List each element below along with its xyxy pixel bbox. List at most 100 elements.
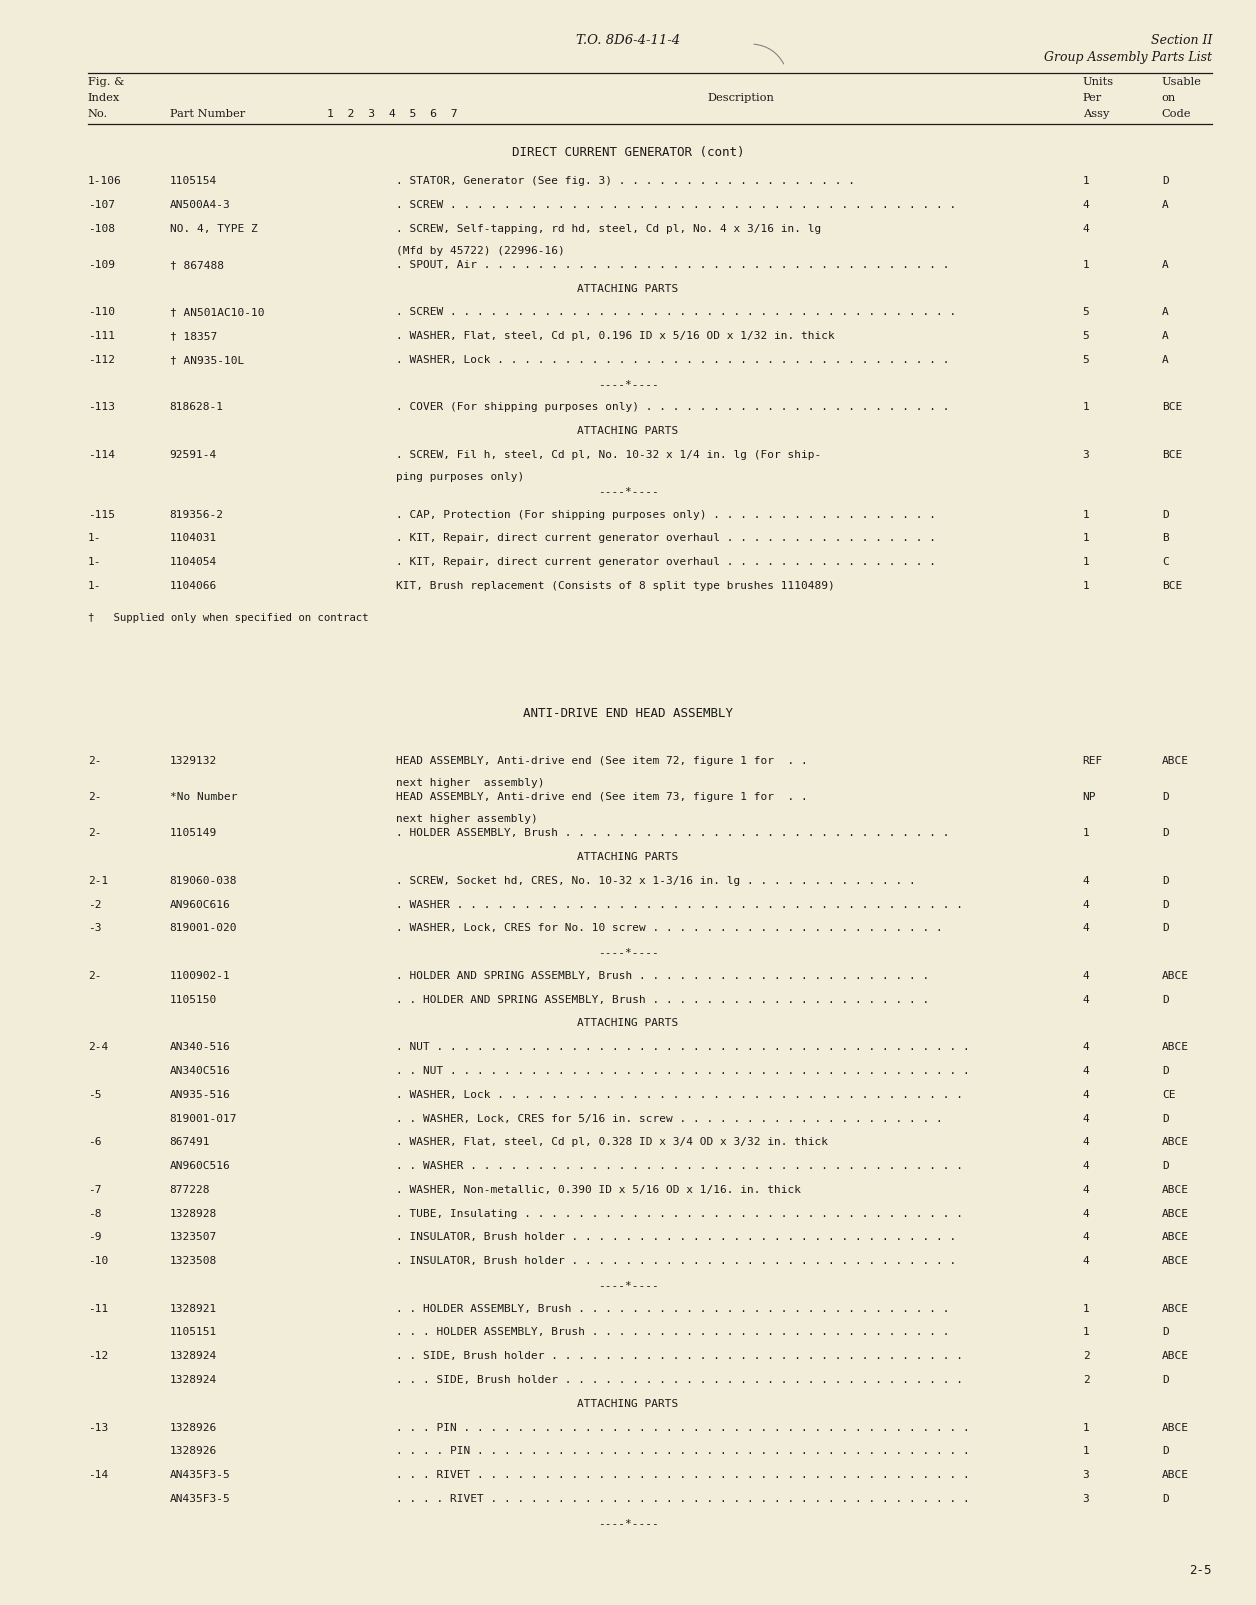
Text: HEAD ASSEMBLY, Anti-drive end (See item 73, figure 1 for  . .: HEAD ASSEMBLY, Anti-drive end (See item … bbox=[396, 791, 808, 802]
Text: Per: Per bbox=[1083, 93, 1102, 103]
Text: † 867488: † 867488 bbox=[170, 260, 224, 270]
Text: D: D bbox=[1162, 1374, 1168, 1384]
Text: -10: -10 bbox=[88, 1255, 108, 1265]
Text: 3: 3 bbox=[1083, 1469, 1089, 1480]
Text: -3: -3 bbox=[88, 923, 102, 933]
Text: . WASHER, Non-metallic, 0.390 ID x 5/16 OD x 1/16. in. thick: . WASHER, Non-metallic, 0.390 ID x 5/16 … bbox=[396, 1184, 800, 1194]
Text: Code: Code bbox=[1162, 109, 1191, 119]
Text: -14: -14 bbox=[88, 1469, 108, 1480]
Text: A: A bbox=[1162, 331, 1168, 340]
Text: -112: -112 bbox=[88, 355, 114, 364]
Text: 4: 4 bbox=[1083, 1112, 1089, 1123]
Text: 4: 4 bbox=[1083, 1042, 1089, 1051]
Text: AN435F3-5: AN435F3-5 bbox=[170, 1493, 230, 1502]
Text: Assy: Assy bbox=[1083, 109, 1109, 119]
Text: 4: 4 bbox=[1083, 1136, 1089, 1146]
Text: 1328924: 1328924 bbox=[170, 1374, 217, 1384]
Text: 4: 4 bbox=[1083, 201, 1089, 210]
Text: † AN501AC10-10: † AN501AC10-10 bbox=[170, 307, 264, 318]
Text: Description: Description bbox=[707, 93, 775, 103]
Text: . KIT, Repair, direct current generator overhaul . . . . . . . . . . . . . . . .: . KIT, Repair, direct current generator … bbox=[396, 557, 936, 567]
Text: 1104066: 1104066 bbox=[170, 581, 217, 591]
Text: -114: -114 bbox=[88, 449, 114, 459]
Text: -8: -8 bbox=[88, 1209, 102, 1218]
Text: . SCREW, Socket hd, CRES, No. 10-32 x 1-3/16 in. lg . . . . . . . . . . . . .: . SCREW, Socket hd, CRES, No. 10-32 x 1-… bbox=[396, 875, 916, 886]
Text: BCE: BCE bbox=[1162, 581, 1182, 591]
Text: -109: -109 bbox=[88, 260, 114, 270]
Text: 5: 5 bbox=[1083, 307, 1089, 318]
Text: 1: 1 bbox=[1083, 260, 1089, 270]
Text: 1-: 1- bbox=[88, 533, 102, 542]
Text: 1: 1 bbox=[1083, 1327, 1089, 1337]
Text: 4: 4 bbox=[1083, 899, 1089, 908]
Text: D: D bbox=[1162, 1112, 1168, 1123]
Text: 1105149: 1105149 bbox=[170, 828, 217, 838]
Text: . . . HOLDER ASSEMBLY, Brush . . . . . . . . . . . . . . . . . . . . . . . . . .: . . . HOLDER ASSEMBLY, Brush . . . . . .… bbox=[396, 1327, 950, 1337]
Text: D: D bbox=[1162, 177, 1168, 186]
Text: ANTI-DRIVE END HEAD ASSEMBLY: ANTI-DRIVE END HEAD ASSEMBLY bbox=[522, 706, 734, 719]
Text: 1: 1 bbox=[1083, 1422, 1089, 1432]
Text: . SCREW, Self-tapping, rd hd, steel, Cd pl, No. 4 x 3/16 in. lg: . SCREW, Self-tapping, rd hd, steel, Cd … bbox=[396, 223, 821, 234]
Text: ATTACHING PARTS: ATTACHING PARTS bbox=[578, 425, 678, 437]
Text: AN500A4-3: AN500A4-3 bbox=[170, 201, 230, 210]
Text: NO. 4, TYPE Z: NO. 4, TYPE Z bbox=[170, 223, 257, 234]
Text: ATTACHING PARTS: ATTACHING PARTS bbox=[578, 1018, 678, 1027]
Text: . SCREW, Fil h, steel, Cd pl, No. 10-32 x 1/4 in. lg (For ship-: . SCREW, Fil h, steel, Cd pl, No. 10-32 … bbox=[396, 449, 821, 459]
Text: . . SIDE, Brush holder . . . . . . . . . . . . . . . . . . . . . . . . . . . . .: . . SIDE, Brush holder . . . . . . . . .… bbox=[396, 1350, 962, 1361]
Text: 2-1: 2-1 bbox=[88, 875, 108, 886]
Text: D: D bbox=[1162, 1160, 1168, 1170]
Text: . STATOR, Generator (See fig. 3) . . . . . . . . . . . . . . . . . .: . STATOR, Generator (See fig. 3) . . . .… bbox=[396, 177, 854, 186]
Text: 1328928: 1328928 bbox=[170, 1209, 217, 1218]
Text: AN960C516: AN960C516 bbox=[170, 1160, 230, 1170]
Text: 1: 1 bbox=[1083, 177, 1089, 186]
Text: 4: 4 bbox=[1083, 1090, 1089, 1099]
Text: 5: 5 bbox=[1083, 331, 1089, 340]
Text: AN340C516: AN340C516 bbox=[170, 1066, 230, 1075]
Text: 4: 4 bbox=[1083, 1066, 1089, 1075]
Text: 1: 1 bbox=[1083, 557, 1089, 567]
Text: 1323508: 1323508 bbox=[170, 1255, 217, 1265]
Text: 1105154: 1105154 bbox=[170, 177, 217, 186]
Text: . CAP, Protection (For shipping purposes only) . . . . . . . . . . . . . . . . .: . CAP, Protection (For shipping purposes… bbox=[396, 509, 936, 520]
Text: . . WASHER . . . . . . . . . . . . . . . . . . . . . . . . . . . . . . . . . . .: . . WASHER . . . . . . . . . . . . . . .… bbox=[396, 1160, 962, 1170]
Text: ABCE: ABCE bbox=[1162, 1422, 1188, 1432]
Text: 2-: 2- bbox=[88, 756, 102, 766]
Text: . KIT, Repair, direct current generator overhaul . . . . . . . . . . . . . . . .: . KIT, Repair, direct current generator … bbox=[396, 533, 936, 542]
Text: CE: CE bbox=[1162, 1090, 1176, 1099]
Text: T.O. 8D6-4-11-4: T.O. 8D6-4-11-4 bbox=[577, 34, 679, 47]
Text: D: D bbox=[1162, 1327, 1168, 1337]
Text: ATTACHING PARTS: ATTACHING PARTS bbox=[578, 852, 678, 862]
Text: 818628-1: 818628-1 bbox=[170, 403, 224, 412]
Text: 1329132: 1329132 bbox=[170, 756, 217, 766]
Text: 877228: 877228 bbox=[170, 1184, 210, 1194]
Text: . . NUT . . . . . . . . . . . . . . . . . . . . . . . . . . . . . . . . . . . . : . . NUT . . . . . . . . . . . . . . . . … bbox=[396, 1066, 970, 1075]
Text: ----*----: ----*---- bbox=[598, 486, 658, 496]
Text: 1100902-1: 1100902-1 bbox=[170, 971, 230, 981]
Text: -115: -115 bbox=[88, 509, 114, 520]
Text: A: A bbox=[1162, 355, 1168, 364]
Text: 867491: 867491 bbox=[170, 1136, 210, 1146]
Text: 819001-020: 819001-020 bbox=[170, 923, 237, 933]
Text: 1328926: 1328926 bbox=[170, 1422, 217, 1432]
Text: . SPOUT, Air . . . . . . . . . . . . . . . . . . . . . . . . . . . . . . . . . .: . SPOUT, Air . . . . . . . . . . . . . .… bbox=[396, 260, 950, 270]
Text: 1328926: 1328926 bbox=[170, 1446, 217, 1456]
Text: D: D bbox=[1162, 1446, 1168, 1456]
Text: A: A bbox=[1162, 307, 1168, 318]
Text: 3: 3 bbox=[1083, 1493, 1089, 1502]
Text: 4: 4 bbox=[1083, 993, 1089, 1005]
Text: D: D bbox=[1162, 828, 1168, 838]
Text: . . HOLDER ASSEMBLY, Brush . . . . . . . . . . . . . . . . . . . . . . . . . . .: . . HOLDER ASSEMBLY, Brush . . . . . . .… bbox=[396, 1303, 950, 1313]
Text: -6: -6 bbox=[88, 1136, 102, 1146]
Text: D: D bbox=[1162, 923, 1168, 933]
Text: 2: 2 bbox=[1083, 1350, 1089, 1361]
Text: *No Number: *No Number bbox=[170, 791, 237, 802]
Text: . WASHER, Lock, CRES for No. 10 screw . . . . . . . . . . . . . . . . . . . . . : . WASHER, Lock, CRES for No. 10 screw . … bbox=[396, 923, 942, 933]
Text: 1: 1 bbox=[1083, 1303, 1089, 1313]
Text: 4: 4 bbox=[1083, 223, 1089, 234]
Text: DIRECT CURRENT GENERATOR (cont): DIRECT CURRENT GENERATOR (cont) bbox=[511, 146, 745, 159]
Text: 4: 4 bbox=[1083, 1184, 1089, 1194]
Text: † AN935-10L: † AN935-10L bbox=[170, 355, 244, 364]
Text: . . WASHER, Lock, CRES for 5/16 in. screw . . . . . . . . . . . . . . . . . . . : . . WASHER, Lock, CRES for 5/16 in. scre… bbox=[396, 1112, 942, 1123]
Text: 1328921: 1328921 bbox=[170, 1303, 217, 1313]
Text: 1: 1 bbox=[1083, 581, 1089, 591]
